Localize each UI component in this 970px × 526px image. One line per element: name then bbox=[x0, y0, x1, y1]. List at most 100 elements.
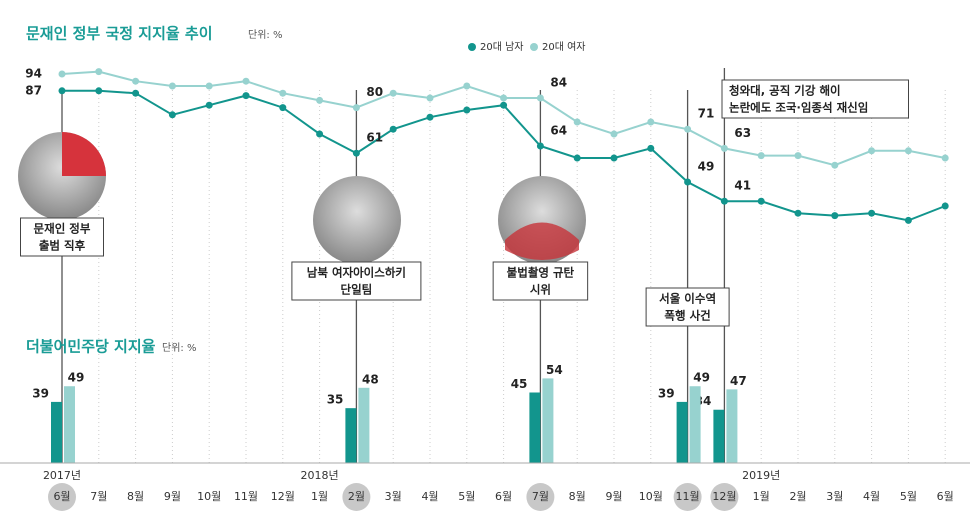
point bbox=[132, 77, 140, 85]
bar bbox=[529, 392, 541, 463]
value-label: 61 bbox=[366, 131, 383, 145]
bar bbox=[51, 401, 62, 463]
point bbox=[463, 82, 471, 90]
bar-label: 39 bbox=[32, 386, 49, 400]
year-label: 2019년 bbox=[742, 469, 780, 482]
annotation-text: 논란에도 조국·임종석 재신임 bbox=[729, 101, 868, 115]
point bbox=[647, 144, 655, 152]
line-unit: 단위: % bbox=[248, 28, 282, 41]
point bbox=[58, 87, 66, 95]
x-tick-label: 2월 bbox=[348, 490, 365, 503]
point bbox=[610, 130, 618, 138]
month-highlight bbox=[48, 483, 76, 511]
point bbox=[720, 197, 728, 205]
point bbox=[904, 147, 912, 155]
bar-unit: 단위: % bbox=[162, 341, 196, 354]
legend-label: 20대 여자 bbox=[542, 41, 586, 53]
point bbox=[500, 94, 508, 102]
point bbox=[205, 101, 213, 109]
point bbox=[426, 113, 434, 121]
annotation-text: 남북 여자아이스하키 bbox=[307, 266, 406, 280]
point bbox=[279, 104, 287, 112]
bar-label: 54 bbox=[546, 363, 563, 377]
point bbox=[757, 152, 765, 160]
bar-label: 39 bbox=[658, 386, 675, 400]
bar bbox=[689, 386, 701, 463]
annotation-text: 문재인 정부 bbox=[34, 222, 91, 236]
point bbox=[868, 209, 876, 217]
point bbox=[95, 87, 103, 95]
month-highlight bbox=[526, 483, 555, 511]
bar-label: 49 bbox=[68, 371, 85, 385]
x-tick-label: 3월 bbox=[385, 490, 402, 503]
bar-label: 48 bbox=[362, 372, 379, 386]
bar-title: 더불어민주당 지지율 bbox=[26, 338, 156, 356]
x-tick-label: 7월 bbox=[90, 490, 107, 503]
x-tick-label: 10월 bbox=[639, 490, 663, 503]
year-label: 2017년 bbox=[43, 469, 81, 482]
point bbox=[757, 197, 765, 205]
annotation-box bbox=[20, 217, 104, 257]
x-tick-label: 4월 bbox=[863, 490, 880, 503]
point bbox=[242, 77, 250, 85]
bar bbox=[542, 378, 554, 463]
value-label: 49 bbox=[698, 160, 715, 174]
point bbox=[389, 89, 397, 97]
x-tick-label: 9월 bbox=[605, 490, 622, 503]
x-tick-label: 7월 bbox=[532, 490, 549, 503]
x-tick-label: 4월 bbox=[421, 490, 438, 503]
point bbox=[500, 101, 508, 109]
month-highlight bbox=[710, 483, 739, 511]
bar bbox=[726, 389, 738, 463]
photo bbox=[313, 176, 401, 264]
point bbox=[316, 96, 324, 104]
x-tick-label: 5월 bbox=[900, 490, 917, 503]
x-tick-label: 8월 bbox=[569, 490, 586, 503]
point bbox=[794, 152, 802, 160]
point bbox=[352, 149, 360, 157]
x-tick-label: 9월 bbox=[164, 490, 181, 503]
photo-flag bbox=[62, 132, 106, 176]
point bbox=[904, 216, 912, 224]
value-label: 41 bbox=[734, 179, 751, 193]
point bbox=[536, 142, 544, 150]
point bbox=[389, 125, 397, 133]
x-tick-label: 1월 bbox=[311, 490, 328, 503]
annotation-box bbox=[721, 79, 909, 119]
value-label: 84 bbox=[550, 76, 567, 90]
x-tick-label: 12월 bbox=[712, 490, 736, 503]
bar bbox=[64, 386, 75, 463]
annotation-text: 불법촬영 규탄 bbox=[507, 266, 575, 280]
month-highlight bbox=[342, 483, 371, 511]
point bbox=[610, 154, 618, 162]
point bbox=[941, 202, 949, 210]
x-tick-label: 6월 bbox=[937, 490, 954, 503]
point bbox=[573, 118, 581, 126]
point bbox=[316, 130, 324, 138]
value-label: 94 bbox=[25, 67, 42, 81]
x-tick-label: 12월 bbox=[271, 490, 295, 503]
point bbox=[95, 68, 103, 76]
bar-label: 35 bbox=[327, 393, 344, 407]
bar bbox=[345, 408, 357, 463]
legend-label: 20대 남자 bbox=[480, 41, 524, 53]
x-tick-label: 8월 bbox=[127, 490, 144, 503]
bar bbox=[676, 401, 688, 463]
point bbox=[647, 118, 655, 126]
x-tick-label: 10월 bbox=[197, 490, 221, 503]
bar bbox=[713, 409, 725, 463]
annotation-text: 시위 bbox=[530, 283, 551, 297]
value-label: 64 bbox=[550, 124, 567, 138]
annotation-text: 청와대, 공직 기강 해이 bbox=[729, 84, 841, 98]
value-label: 71 bbox=[698, 107, 715, 121]
point bbox=[941, 154, 949, 162]
point bbox=[831, 161, 839, 169]
legend-dot bbox=[530, 43, 538, 51]
x-tick-label: 6월 bbox=[53, 490, 70, 503]
point bbox=[868, 147, 876, 155]
line-title: 문재인 정부 국정 지지율 추이 bbox=[26, 25, 213, 43]
point bbox=[205, 82, 213, 90]
point bbox=[58, 70, 66, 78]
bar-label: 49 bbox=[693, 371, 710, 385]
